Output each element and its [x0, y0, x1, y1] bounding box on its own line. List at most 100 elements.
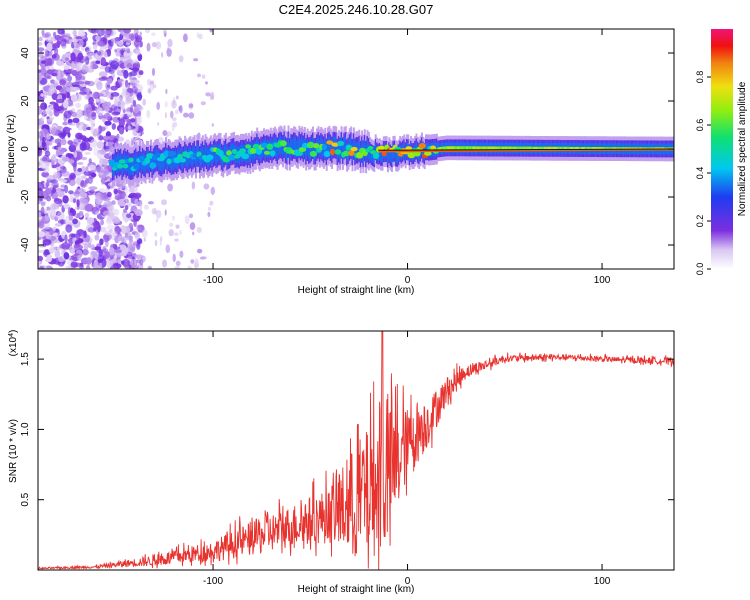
heatmap-noise-cell [68, 122, 77, 127]
heatmap-ridge-cell [245, 143, 248, 161]
heatmap-noise-cell [83, 243, 89, 251]
heatmap-noise-cell [51, 54, 57, 59]
heatmap-noise-cell [44, 249, 50, 256]
heatmap-ridge-cell [272, 138, 275, 156]
heatmap-noise-cell [88, 96, 94, 105]
heatmap-noise-cell [40, 93, 44, 97]
heatmap-noise-cell [65, 57, 70, 61]
heatmap-noise-cell [56, 60, 65, 67]
heatmap-noise-cell [55, 98, 65, 104]
heatmap-noise-cell [115, 48, 122, 57]
heatmap-noise-cell [38, 146, 42, 155]
figure-title: C2E4.2025.246.10.28.G07 [279, 2, 434, 17]
heatmap-noise-cell [95, 98, 100, 103]
heatmap-noise-cell [99, 188, 106, 193]
heatmap-noise-cell [49, 246, 54, 254]
heatmap-noise-cell [86, 222, 91, 226]
heatmap-noise-cell [147, 201, 154, 205]
heatmap-noise-cell [94, 234, 100, 241]
snr-ytick-label: 1.5 [20, 352, 31, 366]
heatmap-ridge-cell [309, 141, 312, 159]
heatmap-noise-cell [198, 33, 203, 40]
heatmap-noise-cell [191, 181, 196, 190]
heatmap-noise-cell [134, 116, 137, 125]
heatmap-noise-cell [121, 260, 125, 265]
heatmap-ridge-cell [159, 154, 162, 172]
heatmap-noise-cell [106, 49, 112, 57]
heatmap-ridge-cell [347, 142, 350, 160]
heatmap-ridge-core [163, 150, 170, 157]
heatmap-noise-cell [166, 133, 169, 138]
heatmap-noise-cell [126, 213, 132, 218]
heatmap-noise-cell [146, 79, 152, 86]
heatmap-noise-cell [72, 237, 76, 244]
heatmap-noise-cell [110, 60, 119, 70]
heatmap-noise-cell [40, 201, 46, 207]
heatmap-noise-cell [77, 52, 84, 61]
heatmap-ridge-core [226, 150, 232, 156]
heatmap-ridge-cell [391, 150, 393, 164]
heatmap-ridge-cell [160, 154, 163, 172]
heatmap-ytick-label: 20 [20, 95, 31, 107]
heatmap-noise-cell [38, 198, 41, 205]
heatmap-noise-cell [81, 76, 86, 80]
heatmap-ridge-cell [167, 149, 170, 167]
heatmap-ridge-peak-line [378, 148, 674, 153]
colorbar-tick-label: 0.2 [695, 215, 705, 228]
heatmap-noise-cell [94, 127, 100, 133]
heatmap-noise-cell [129, 258, 133, 266]
heatmap-noise-cell [84, 111, 88, 121]
heatmap-noise-cell [207, 211, 211, 218]
heatmap-noise-cell [126, 63, 133, 68]
heatmap-noise-cell [59, 244, 67, 249]
heatmap-ridge-cell [158, 153, 161, 170]
heatmap-noise-cell [193, 58, 199, 62]
heatmap-ridge-cell [129, 158, 132, 176]
heatmap-ridge-cell [395, 149, 398, 163]
heatmap-ridge-cell [234, 146, 237, 164]
heatmap-noise-cell [103, 112, 112, 120]
heatmap-noise-cell [168, 229, 174, 237]
heatmap-ridge-cell [363, 139, 366, 157]
heatmap-noise-cell [149, 83, 155, 91]
heatmap-ytick-label: 40 [20, 47, 31, 59]
heatmap-noise-cell [166, 46, 170, 56]
snr-multiplier-base: (x10 [8, 336, 19, 356]
heatmap-noise-cell [85, 264, 91, 269]
heatmap-noise-cell [62, 83, 67, 91]
heatmap-noise-cell [42, 239, 52, 246]
heatmap-noise-cell [38, 69, 42, 73]
snr-panel: -100 0 100 0.5 1.0 1.5 Height of straight lin… [8, 330, 675, 595]
heatmap-ridge-core [155, 152, 162, 158]
heatmap-noise-cell [126, 118, 132, 127]
heatmap-noise-cell [56, 211, 65, 221]
heatmap-noise-cell [134, 79, 140, 88]
heatmap-ridge-core [144, 157, 151, 165]
heatmap-noise-cell [135, 49, 141, 56]
heatmap-ridge-cell [287, 136, 290, 154]
heatmap-ridge-core [269, 150, 276, 157]
heatmap-noise-cell [162, 29, 167, 34]
heatmap-ridge-cell [204, 145, 207, 162]
heatmap-ridge-core [405, 146, 413, 151]
heatmap-noise-cell [105, 251, 111, 259]
heatmap-noise-cell [99, 238, 104, 246]
heatmap-noise-cell [111, 200, 116, 205]
heatmap-noise-cell [134, 198, 139, 206]
heatmap-noise-cell [171, 117, 177, 122]
heatmap-ytick-label: -40 [20, 237, 31, 252]
heatmap-noise-cell [73, 151, 78, 158]
heatmap-noise-cell [85, 49, 92, 56]
heatmap-noise-cell [113, 96, 123, 101]
heatmap-noise-cell [210, 91, 215, 100]
heatmap-noise-cell [114, 249, 123, 254]
heatmap-noise-cell [128, 188, 135, 193]
heatmap-noise-cell [125, 82, 130, 89]
heatmap-noise-cell [85, 56, 90, 65]
heatmap-noise-cell [64, 127, 72, 131]
heatmap-noise-cell [95, 35, 100, 41]
heatmap-ridge-cell [291, 139, 294, 157]
heatmap-noise-cell [183, 33, 188, 43]
heatmap-noise-cell [178, 55, 184, 63]
heatmap-noise-cell [39, 265, 44, 269]
